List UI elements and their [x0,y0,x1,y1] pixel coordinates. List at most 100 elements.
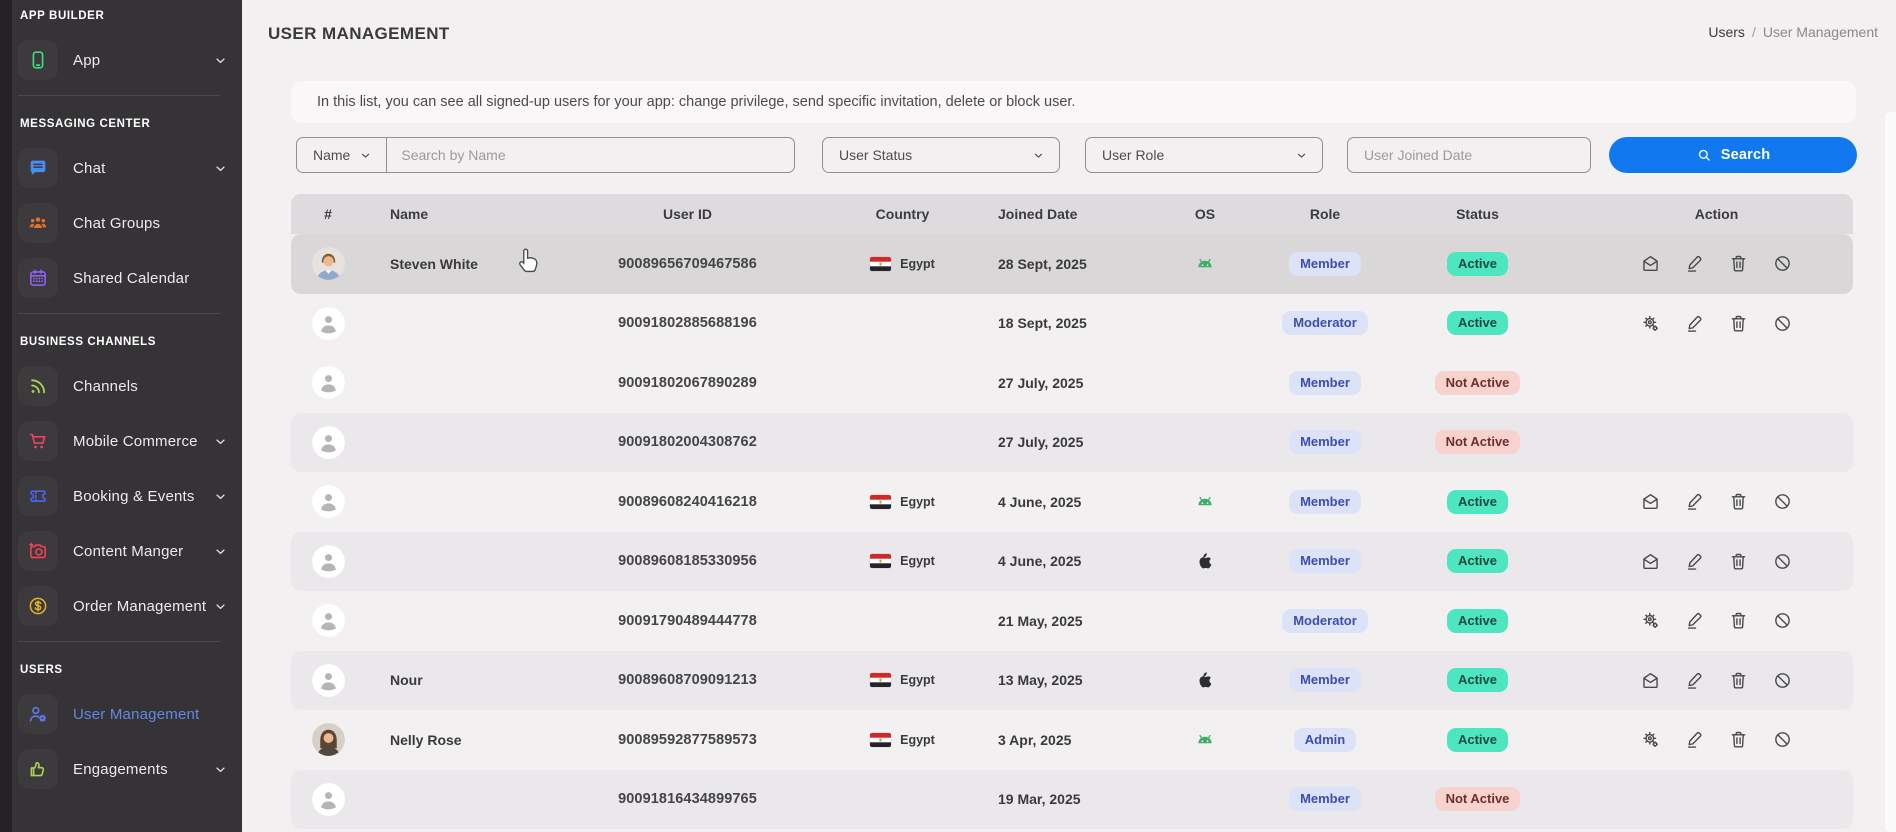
sidebar-item-order-management[interactable]: Order Management [18,586,228,626]
sidebar-item-booking-events[interactable]: Booking & Events [18,476,228,516]
edit-icon[interactable] [1684,729,1705,750]
sidebar-item-shared-calendar[interactable]: Shared Calendar [18,258,228,298]
chevron-down-icon [213,489,228,504]
chevron-down-icon [213,53,228,68]
sidebar-item-mobile-commerce[interactable]: Mobile Commerce [18,421,228,461]
table-row[interactable]: Nelly Rose 90089592877589573 Egypt 3 Apr, 2… [291,710,1853,770]
column-header-joined-date: Joined Date [998,206,1078,222]
chevron-down-icon [213,161,228,176]
edit-icon[interactable] [1684,253,1705,274]
sidebar-item-chat[interactable]: Chat [18,148,228,188]
page-title: USER MANAGEMENT [268,24,450,43]
user-id-cell: 90091802004308762 [545,434,830,450]
role-cell: Member [1275,787,1375,812]
table-row[interactable]: 90091790489444778 21 May, 2025 Moderator Ac… [291,591,1853,651]
block-icon[interactable] [1772,729,1793,750]
gear-icon[interactable] [1640,729,1661,750]
role-badge: Admin [1293,727,1357,752]
table-row[interactable]: 90091816434899765 19 Mar, 2025 Member Not A… [291,769,1853,829]
table-row[interactable]: Nour 90089608709091213 Egypt 13 May, 2025 Me… [291,650,1853,710]
table-row[interactable]: Steven White 90089656709467586 Egypt 28 Sep… [291,234,1853,294]
table-header-row: # Name User ID Country Joined Date OS Role Stat… [291,194,1853,234]
search-button[interactable]: Search [1609,137,1857,173]
trash-icon[interactable] [1728,253,1749,274]
table-row[interactable]: 90089608240416218 Egypt 4 June, 2025 Member… [291,472,1853,532]
user-id-cell: 90091802067890289 [545,375,830,391]
block-icon[interactable] [1772,491,1793,512]
sidebar-divider [18,95,220,96]
trash-icon[interactable] [1728,313,1749,334]
status-badge: Active [1446,489,1509,514]
egypt-flag-icon [870,256,892,271]
user-status-select[interactable]: User Status [822,137,1060,173]
gear-icon[interactable] [1640,610,1661,631]
table-row[interactable]: 90091802067890289 27 July, 2025 Member Not … [291,353,1853,413]
trash-icon[interactable] [1728,729,1749,750]
sidebar-item-user-management[interactable]: User Management [18,694,228,734]
sidebar-item-chat-groups[interactable]: Chat Groups [18,203,228,243]
sidebar-item-app[interactable]: App [18,40,228,80]
user-id-text: 90089656709467586 [618,255,757,272]
user-id-text: 90091802004308762 [618,434,757,451]
joined-date-input[interactable] [1347,137,1591,173]
block-icon[interactable] [1772,670,1793,691]
column-header-status: Status [1456,206,1499,222]
table-row[interactable]: 90091802885688196 18 Sept, 2025 Moderator A… [291,294,1853,354]
row-actions [1580,253,1853,274]
joined-date-text: 3 Apr, 2025 [998,731,1072,748]
egypt-flag-icon [870,732,892,747]
edit-icon[interactable] [1684,491,1705,512]
edit-icon[interactable] [1684,313,1705,334]
apple-icon [1194,669,1216,691]
status-cell: Active [1375,549,1580,574]
search-input[interactable] [387,138,794,172]
joined-date-text: 21 May, 2025 [998,612,1083,629]
chevron-down-icon [213,434,228,449]
edit-icon[interactable] [1684,670,1705,691]
country-name: Egypt [900,732,935,747]
joined-date-cell: 27 July, 2025 [975,375,1135,391]
block-icon[interactable] [1772,253,1793,274]
block-icon[interactable] [1772,610,1793,631]
scrollbar-track[interactable] [1885,112,1896,832]
user-id-cell: 90089608709091213 [545,672,830,688]
sidebar-item-engagements[interactable]: Engagements [18,749,228,789]
block-icon[interactable] [1772,313,1793,334]
edit-icon[interactable] [1684,551,1705,572]
trash-icon[interactable] [1728,551,1749,572]
row-actions [1580,551,1853,572]
block-icon[interactable] [1772,551,1793,572]
trash-icon[interactable] [1728,670,1749,691]
name-filter-select[interactable]: Name [297,138,388,172]
joined-date-text: 27 July, 2025 [998,374,1084,391]
avatar [291,366,365,400]
joined-date-text: 27 July, 2025 [998,434,1084,451]
row-actions [1580,670,1853,691]
status-badge: Not Active [1434,370,1521,395]
country-cell: Egypt [830,673,975,688]
breadcrumb-users[interactable]: Users [1708,24,1745,40]
edit-icon[interactable] [1684,610,1705,631]
user-id-cell: 90089592877589573 [545,732,830,748]
table-row[interactable]: 90089608185330956 Egypt 4 June, 2025 Member… [291,531,1853,591]
trash-icon[interactable] [1728,610,1749,631]
mail-icon[interactable] [1640,253,1661,274]
status-cell: Not Active [1375,370,1580,395]
sidebar-item-channels[interactable]: Channels [18,366,228,406]
sidebar-item-content-manger[interactable]: Content Manger [18,531,228,571]
mail-icon[interactable] [1640,670,1661,691]
trash-icon[interactable] [1728,491,1749,512]
name-filter-value: Name [313,147,351,163]
role-badge: Member [1289,787,1361,812]
user-role-select[interactable]: User Role [1085,137,1323,173]
egypt-flag-icon [870,494,892,509]
sidebar-section-heading: USERS [20,664,63,676]
joined-date-cell: 21 May, 2025 [975,613,1135,629]
gear-icon[interactable] [1640,313,1661,334]
mail-icon[interactable] [1640,551,1661,572]
mail-icon[interactable] [1640,491,1661,512]
sidebar-item-label: Chat [73,159,106,177]
user-role-value: User Role [1102,147,1165,163]
table-row[interactable]: 90091802004308762 27 July, 2025 Member Not … [291,412,1853,472]
user-name-cell: Nelly Rose [365,732,545,748]
